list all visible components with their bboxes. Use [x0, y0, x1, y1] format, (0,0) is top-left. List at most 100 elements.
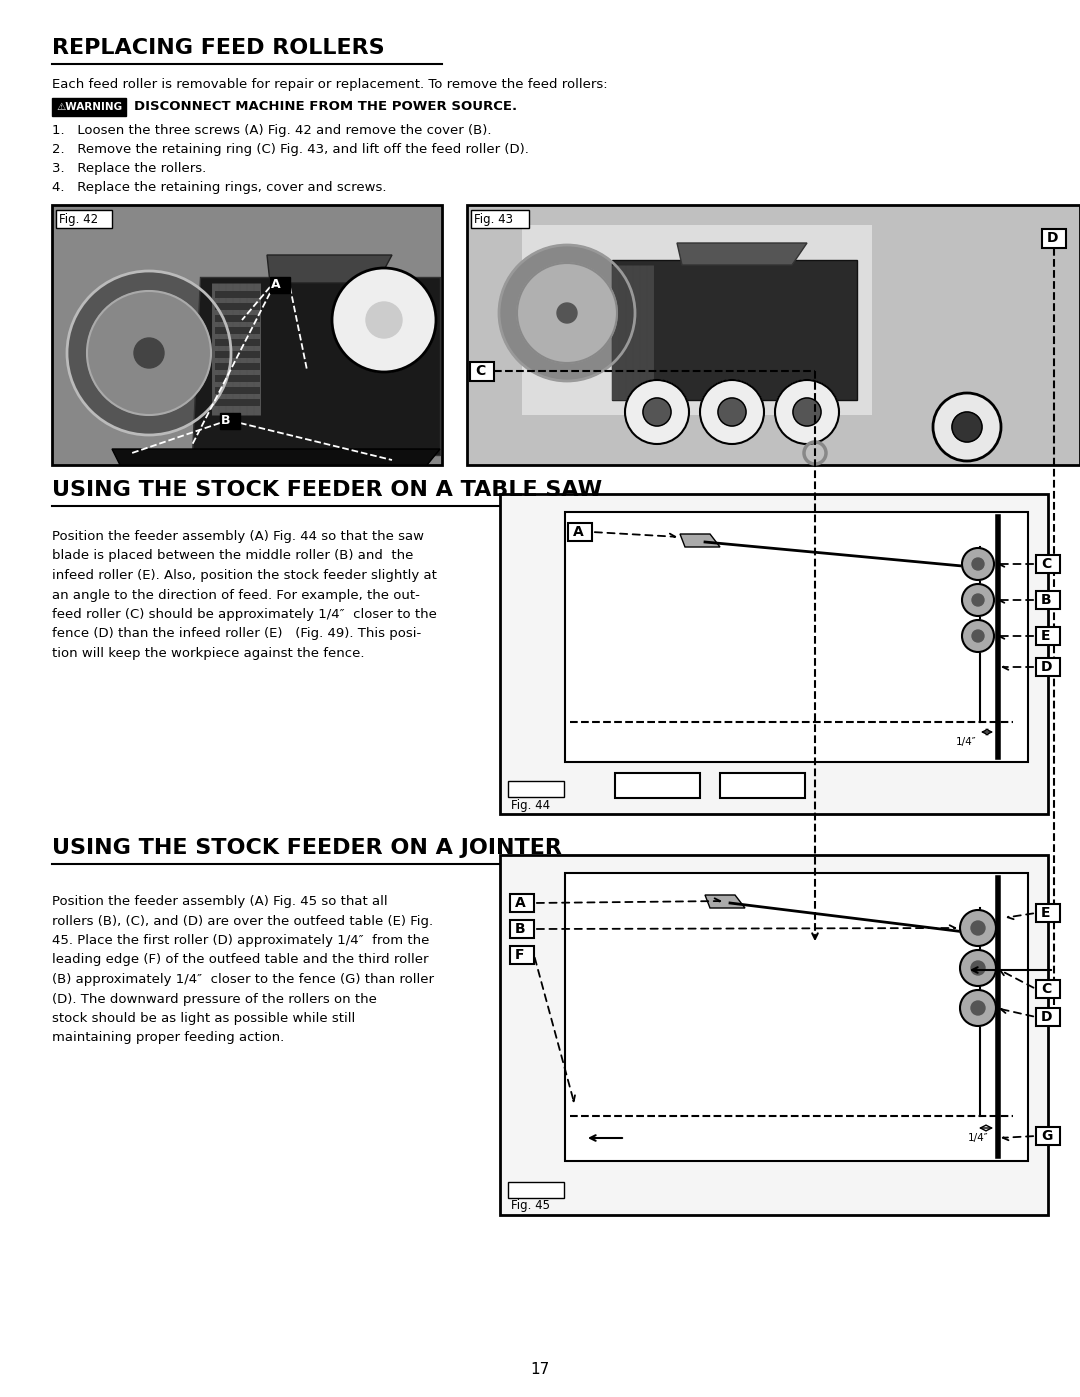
Bar: [1036, 658, 1059, 676]
Text: stock should be as light as possible while still: stock should be as light as possible whi…: [52, 1011, 355, 1025]
Bar: [215, 351, 260, 358]
Text: D: D: [1041, 659, 1053, 673]
Circle shape: [625, 380, 689, 444]
Bar: [508, 781, 564, 798]
Circle shape: [971, 1002, 985, 1016]
Text: feed roller (C) should be approximately 1/4″  closer to the: feed roller (C) should be approximately …: [52, 608, 437, 622]
Circle shape: [971, 921, 985, 935]
Circle shape: [960, 909, 996, 946]
Bar: [500, 855, 1048, 1215]
Text: Fig. 42: Fig. 42: [59, 212, 98, 225]
Bar: [270, 277, 291, 293]
Circle shape: [134, 338, 164, 367]
Text: C: C: [1041, 982, 1051, 996]
Circle shape: [960, 990, 996, 1025]
Text: blade is placed between the middle roller (B) and  the: blade is placed between the middle rolle…: [52, 549, 414, 563]
Circle shape: [972, 630, 984, 643]
Text: ⚠WARNING: ⚠WARNING: [56, 102, 122, 112]
Circle shape: [962, 620, 994, 652]
Bar: [720, 773, 805, 798]
Bar: [215, 363, 260, 370]
Text: 1/4″: 1/4″: [968, 1133, 988, 1143]
Polygon shape: [677, 243, 807, 265]
Bar: [510, 946, 534, 964]
Circle shape: [962, 584, 994, 616]
Bar: [215, 314, 260, 321]
Bar: [1036, 555, 1059, 573]
Text: C: C: [1041, 557, 1051, 571]
Text: Fig. 43: Fig. 43: [474, 212, 513, 225]
Text: B: B: [515, 922, 526, 936]
Text: an angle to the direction of feed. For example, the out-: an angle to the direction of feed. For e…: [52, 588, 420, 602]
Circle shape: [499, 244, 635, 381]
Text: (D). The downward pressure of the rollers on the: (D). The downward pressure of the roller…: [52, 992, 377, 1006]
Text: Position the feeder assembly (A) Fig. 44 so that the saw: Position the feeder assembly (A) Fig. 44…: [52, 529, 424, 543]
Text: infeed roller (E). Also, position the stock feeder slightly at: infeed roller (E). Also, position the st…: [52, 569, 437, 583]
Bar: [215, 374, 260, 381]
Text: Each feed roller is removable for repair or replacement. To remove the feed roll: Each feed roller is removable for repair…: [52, 78, 608, 91]
Polygon shape: [267, 256, 392, 284]
Bar: [470, 362, 494, 381]
Text: F: F: [515, 949, 525, 963]
Circle shape: [557, 303, 577, 323]
Text: B: B: [1041, 592, 1052, 608]
Circle shape: [775, 380, 839, 444]
Bar: [471, 210, 529, 228]
Bar: [615, 773, 700, 798]
Text: Position the feeder assembly (A) Fig. 45 so that all: Position the feeder assembly (A) Fig. 45…: [52, 895, 388, 908]
Text: A: A: [271, 278, 281, 292]
Bar: [220, 414, 240, 429]
Polygon shape: [192, 277, 440, 455]
Circle shape: [962, 548, 994, 580]
Circle shape: [700, 380, 764, 444]
Bar: [1036, 591, 1059, 609]
Bar: [510, 921, 534, 937]
Bar: [1036, 904, 1059, 922]
Circle shape: [951, 412, 982, 441]
Circle shape: [793, 398, 821, 426]
Circle shape: [366, 302, 402, 338]
Text: 1/4″: 1/4″: [956, 738, 976, 747]
Bar: [508, 1182, 564, 1199]
Text: 45. Place the first roller (D) approximately 1/4″  from the: 45. Place the first roller (D) approxima…: [52, 935, 430, 947]
Text: E: E: [1041, 629, 1051, 643]
Circle shape: [933, 393, 1001, 461]
Text: fence (D) than the infeed roller (E)   (Fig. 49). This posi-: fence (D) than the infeed roller (E) (Fi…: [52, 627, 421, 640]
Text: 2.   Remove the retaining ring (C) Fig. 43, and lift off the feed roller (D).: 2. Remove the retaining ring (C) Fig. 43…: [52, 142, 529, 156]
Circle shape: [67, 271, 231, 434]
Text: D: D: [1047, 231, 1058, 244]
Bar: [500, 495, 1048, 814]
Bar: [215, 327, 260, 334]
Bar: [522, 225, 872, 415]
Circle shape: [517, 263, 617, 363]
Bar: [52, 205, 442, 465]
Text: A: A: [515, 895, 526, 909]
Bar: [215, 339, 260, 346]
Circle shape: [332, 268, 436, 372]
Bar: [52, 98, 126, 116]
Text: rollers (B), (C), and (D) are over the outfeed table (E) Fig.: rollers (B), (C), and (D) are over the o…: [52, 915, 433, 928]
Bar: [1042, 229, 1066, 249]
Text: maintaining proper feeding action.: maintaining proper feeding action.: [52, 1031, 284, 1045]
Circle shape: [718, 398, 746, 426]
Text: 4.   Replace the retaining rings, cover and screws.: 4. Replace the retaining rings, cover an…: [52, 182, 387, 194]
Text: DISCONNECT MACHINE FROM THE POWER SOURCE.: DISCONNECT MACHINE FROM THE POWER SOURCE…: [134, 101, 517, 113]
Text: REPLACING FEED ROLLERS: REPLACING FEED ROLLERS: [52, 38, 384, 59]
Bar: [565, 511, 1028, 761]
Bar: [1036, 981, 1059, 997]
Bar: [1036, 1127, 1059, 1146]
Bar: [215, 387, 260, 394]
Text: Fig. 44: Fig. 44: [511, 799, 550, 812]
Text: USING THE STOCK FEEDER ON A JOINTER: USING THE STOCK FEEDER ON A JOINTER: [52, 838, 562, 858]
Text: leading edge (F) of the outfeed table and the third roller: leading edge (F) of the outfeed table an…: [52, 954, 429, 967]
Text: G: G: [1041, 1129, 1052, 1143]
Polygon shape: [612, 260, 858, 400]
Bar: [568, 522, 592, 541]
Polygon shape: [680, 534, 720, 548]
Circle shape: [960, 950, 996, 986]
Circle shape: [87, 291, 211, 415]
Text: B: B: [221, 415, 230, 427]
Text: tion will keep the workpiece against the fence.: tion will keep the workpiece against the…: [52, 647, 365, 659]
Circle shape: [971, 961, 985, 975]
Bar: [215, 303, 260, 310]
